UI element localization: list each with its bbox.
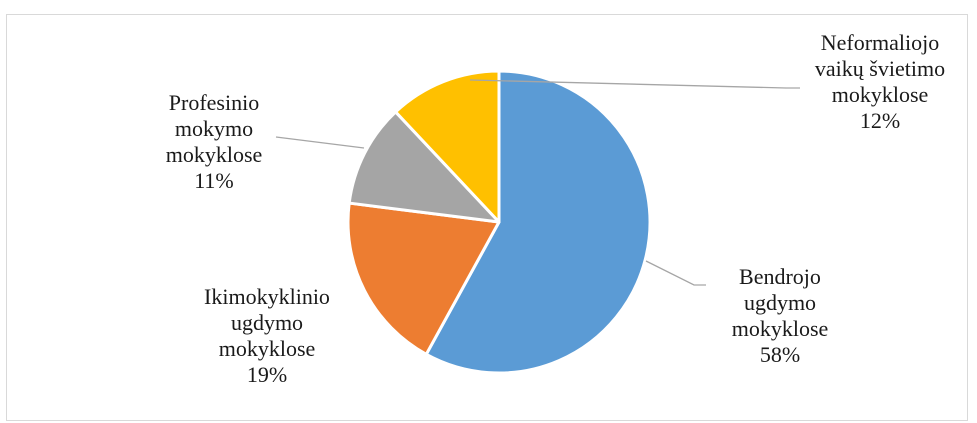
label-neformaliojo-line-2: vaikų švietimo xyxy=(814,56,946,81)
label-neformaliojo-pct: 12% xyxy=(859,108,901,133)
label-bendrojo: Bendrojo ugdymo mokyklose 58% xyxy=(702,264,858,368)
label-bendrojo-pct: 58% xyxy=(759,342,801,367)
label-bendrojo-line-1: Bendrojo xyxy=(739,264,821,289)
pie-slices xyxy=(346,69,652,375)
label-neformaliojo-line-1: Neformaliojo xyxy=(820,30,940,55)
label-profesinio-line-2: mokymo xyxy=(174,116,254,141)
label-neformaliojo-line-3: mokyklose xyxy=(831,82,929,107)
pie-slice-profesinio xyxy=(347,110,501,224)
label-profesinio: Profesinio mokymo mokyklose 11% xyxy=(142,90,286,194)
leader-line-bendrojo xyxy=(645,260,706,286)
label-neformaliojo: Neformaliojo vaikų švietimo mokyklose 12… xyxy=(792,30,968,134)
label-ikimokyklinio-line-3: mokyklose xyxy=(218,336,316,361)
label-ikimokyklinio-line-2: ugdymo xyxy=(230,310,304,335)
label-ikimokyklinio: Ikimokyklinio ugdymo mokyklose 19% xyxy=(172,284,362,388)
label-profesinio-line-3: mokyklose xyxy=(165,142,263,167)
label-bendrojo-line-2: ugdymo xyxy=(743,290,817,315)
pie-slice-neformaliojo xyxy=(394,69,501,224)
label-profesinio-pct: 11% xyxy=(194,168,234,193)
label-profesinio-line-1: Profesinio xyxy=(168,90,260,115)
label-bendrojo-line-3: mokyklose xyxy=(731,316,829,341)
leader-line-neformaliojo xyxy=(469,79,800,89)
leader-lines xyxy=(275,79,800,286)
label-ikimokyklinio-pct: 19% xyxy=(246,362,288,387)
label-ikimokyklinio-line-1: Ikimokyklinio xyxy=(204,284,330,309)
leader-line-profesinio xyxy=(275,136,365,149)
pie-slice-bendrojo xyxy=(424,69,652,375)
pie-slice-ikimokyklinio xyxy=(346,201,501,356)
